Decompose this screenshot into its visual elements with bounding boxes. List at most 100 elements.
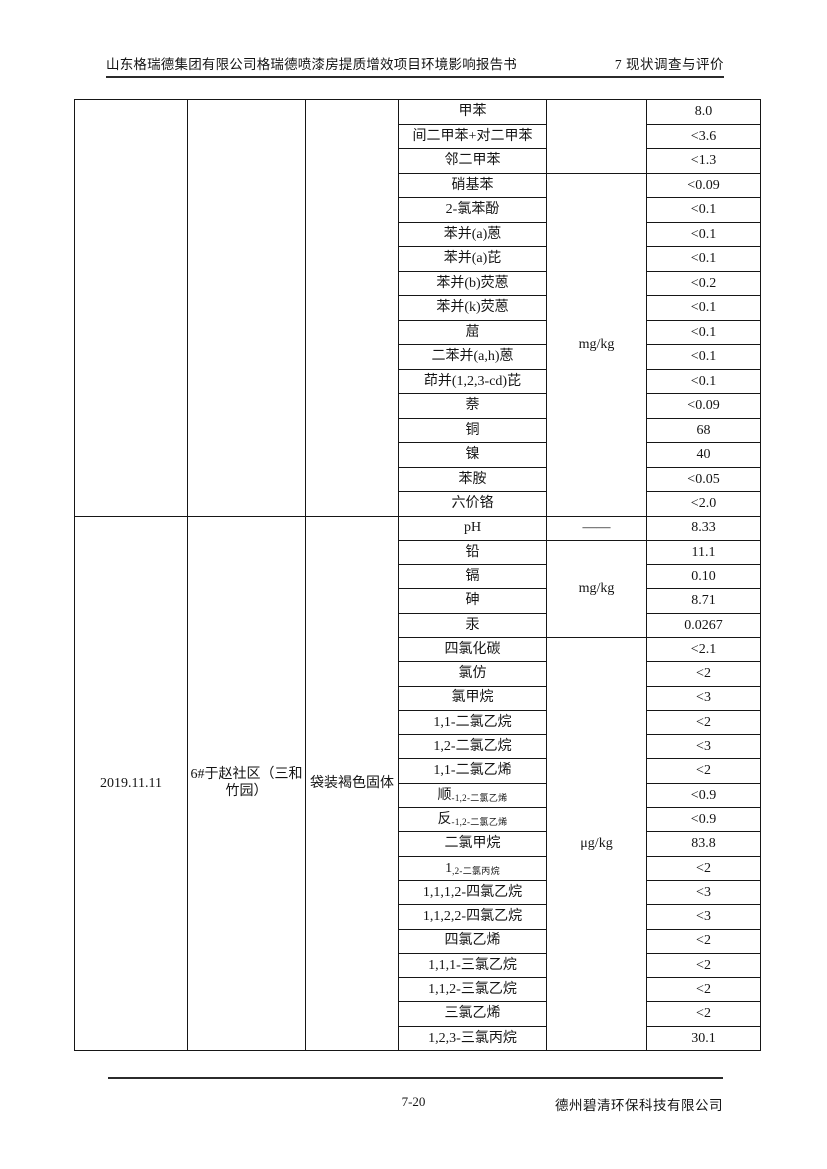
param-cell: 四氯化碳 bbox=[398, 636, 547, 663]
param-cell: 邻二甲苯 bbox=[398, 148, 547, 174]
value-cell: <2 bbox=[646, 977, 761, 1003]
value-cell: <1.3 bbox=[646, 148, 761, 174]
param-cell: 苯并(k)荧蒽 bbox=[398, 295, 547, 321]
param-cell: 苯胺 bbox=[398, 466, 547, 492]
value-cell: <2 bbox=[646, 855, 761, 881]
param-cell: 萘 bbox=[398, 393, 547, 419]
table-row: 1,1,1,2-四氯乙烷 <3 bbox=[75, 879, 761, 906]
param-main: 反 bbox=[437, 811, 452, 827]
param-cell: 二苯并(a,h)蒽 bbox=[398, 344, 547, 370]
value-cell: <2 bbox=[646, 952, 761, 979]
value-cell: 8.0 bbox=[646, 99, 761, 125]
sample-results-table: 甲苯 8.0 间二甲苯+对二甲苯 <3.6 邻二甲苯 <1.3 硝基苯 mg/kg <0.09 2… bbox=[74, 99, 761, 1052]
table-row: 苯并(k)荧蒽 <0.1 bbox=[75, 295, 761, 321]
value-cell: 8.33 bbox=[646, 515, 761, 541]
report-title: 山东格瑞德集团有限公司格瑞德喷漆房提质增效项目环境影响报告书 bbox=[106, 57, 517, 72]
param-main: 顺 bbox=[437, 787, 452, 803]
value-cell: <0.2 bbox=[646, 270, 761, 296]
param-cell: 1,1-二氯乙烷 bbox=[398, 709, 547, 736]
date-cell: 2019.11.11 bbox=[74, 515, 188, 1052]
table-row: 甲苯 8.0 bbox=[74, 99, 761, 517]
value-cell: <0.1 bbox=[646, 246, 761, 272]
page-header: 山东格瑞德集团有限公司格瑞德喷漆房提质增效项目环境影响报告书 7 现状调查与评价 bbox=[106, 50, 724, 78]
value-cell: 11.1 bbox=[646, 539, 761, 566]
value-cell: <2 bbox=[646, 928, 761, 954]
footer-company: 德州碧清环保科技有限公司 bbox=[555, 1098, 723, 1113]
unit-cell: μg/kg bbox=[546, 636, 647, 1052]
param-cell: 铅 bbox=[398, 539, 547, 566]
value-cell: <3 bbox=[646, 734, 761, 760]
table-row: 1,2-二氯乙烷 <3 bbox=[75, 734, 761, 760]
param-sub: -1,2-二氯乙烯 bbox=[451, 816, 508, 827]
param-cell: 反-1,2-二氯乙烯 bbox=[398, 807, 547, 833]
param-cell: 1,2-二氯丙烷 bbox=[398, 855, 547, 881]
sample-cell: 袋装褐色固体 bbox=[305, 515, 399, 1052]
location-cell: 6#于赵社区（三和竹园） bbox=[187, 515, 306, 1052]
param-cell: 1,1,2,2-四氯乙烷 bbox=[398, 904, 547, 930]
table-row: 六价铬 <2.0 bbox=[75, 491, 761, 517]
value-cell: <0.1 bbox=[646, 197, 761, 223]
value-cell: <2.1 bbox=[646, 636, 761, 663]
param-cell: 1,1,1,2-四氯乙烷 bbox=[398, 879, 547, 906]
value-cell: <0.1 bbox=[646, 319, 761, 345]
table-row: 铅 mg/kg 11.1 bbox=[75, 539, 761, 638]
table-row: 邻二甲苯 <1.3 bbox=[75, 148, 761, 174]
table-row: 铜 68 bbox=[75, 417, 761, 443]
value-cell: <0.1 bbox=[646, 295, 761, 321]
table-row: 四氯乙烯 <2 bbox=[75, 928, 761, 954]
table-row: 苯并(b)荧蒽 <0.2 bbox=[75, 270, 761, 296]
value-cell: 8.71 bbox=[646, 588, 761, 614]
table-row: 萘 <0.09 bbox=[75, 393, 761, 419]
footer-rule bbox=[108, 1077, 723, 1079]
table-row: 1,1,2-三氯乙烷 <2 bbox=[75, 977, 761, 1003]
value-cell: <0.09 bbox=[646, 172, 761, 198]
param-sub: -1,2-二氯乙烯 bbox=[451, 792, 508, 803]
unit-cell: mg/kg bbox=[546, 172, 647, 517]
table-row: 1,1,1-三氯乙烷 <2 bbox=[75, 952, 761, 979]
chapter-title: 7 现状调查与评价 bbox=[614, 57, 724, 72]
param-cell: 间二甲苯+对二甲苯 bbox=[398, 123, 547, 149]
param-cell: 四氯乙烯 bbox=[398, 928, 547, 954]
value-cell: <3 bbox=[646, 879, 761, 906]
table-row: 二氯甲烷 83.8 bbox=[75, 831, 761, 857]
table-row: 2019.11.11 6#于赵社区（三和竹园） 袋装褐色固体 pH —— 8.33 bbox=[74, 515, 761, 1052]
param-cell: 氯甲烷 bbox=[398, 685, 547, 711]
param-cell: 1,2-二氯乙烷 bbox=[398, 734, 547, 760]
table-row: 顺-1,2-二氯乙烯 <0.9 bbox=[75, 782, 761, 809]
value-cell: <2 bbox=[646, 1001, 761, 1027]
value-cell: <3 bbox=[646, 904, 761, 930]
table-row: 二苯并(a,h)蒽 <0.1 bbox=[75, 344, 761, 370]
value-cell: 0.0267 bbox=[646, 612, 761, 638]
value-cell: <0.1 bbox=[646, 344, 761, 370]
param-cell: 铜 bbox=[398, 417, 547, 443]
param-cell: pH bbox=[398, 515, 547, 541]
value-cell: <0.09 bbox=[646, 393, 761, 419]
param-cell: 二氯甲烷 bbox=[398, 831, 547, 857]
param-cell: 氯仿 bbox=[398, 661, 547, 687]
param-cell: 甲苯 bbox=[398, 99, 547, 125]
param-cell: 1,1,1-三氯乙烷 bbox=[398, 952, 547, 979]
value-cell: 30.1 bbox=[646, 1025, 761, 1052]
param-sub: ,2-二氯丙烷 bbox=[452, 865, 500, 876]
value-cell: <0.05 bbox=[646, 466, 761, 492]
table-row: 1,2,3-三氯丙烷 30.1 bbox=[75, 1025, 761, 1052]
table-row: 砷 8.71 bbox=[75, 588, 761, 614]
param-cell: 䓛 bbox=[398, 319, 547, 345]
param-cell: 汞 bbox=[398, 612, 547, 638]
param-cell: 三氯乙烯 bbox=[398, 1001, 547, 1027]
param-cell: 硝基苯 bbox=[398, 172, 547, 198]
value-cell: 83.8 bbox=[646, 831, 761, 857]
table-row: 1,1-二氯乙烷 <2 bbox=[75, 709, 761, 736]
value-cell: <2 bbox=[646, 661, 761, 687]
param-cell: 1,1,2-三氯乙烷 bbox=[398, 977, 547, 1003]
param-cell: 1,2,3-三氯丙烷 bbox=[398, 1025, 547, 1052]
table-row: 苯并(a)芘 <0.1 bbox=[75, 246, 761, 272]
table-row: 氯仿 <2 bbox=[75, 661, 761, 687]
table-row: 茚并(1,2,3-cd)芘 <0.1 bbox=[75, 368, 761, 394]
date-cell bbox=[74, 99, 188, 517]
value-cell: <3 bbox=[646, 685, 761, 711]
page-number: 7-20 bbox=[401, 1094, 426, 1109]
table-row: 三氯乙烯 <2 bbox=[75, 1001, 761, 1027]
table-row: 1,1,2,2-四氯乙烷 <3 bbox=[75, 904, 761, 930]
